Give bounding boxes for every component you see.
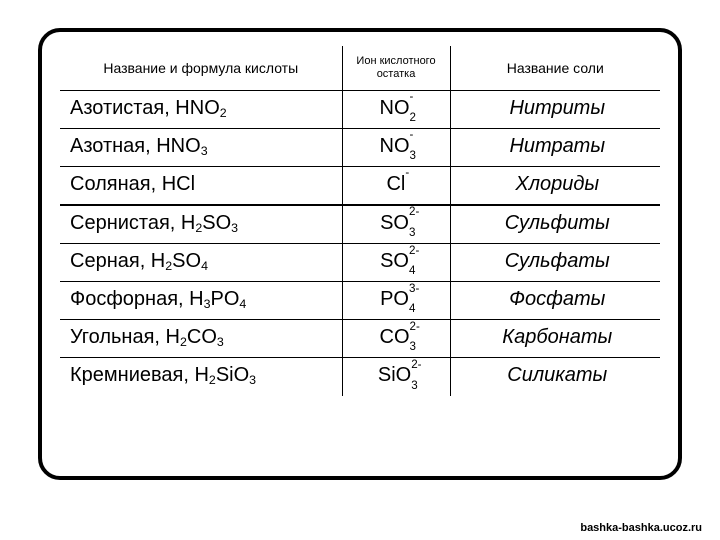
col-header-acid: Название и формула кислоты	[60, 46, 342, 90]
acid-cell: Фосфорная, H3PO4	[60, 281, 342, 319]
table-row: Соляная, HClCl--Хлориды	[60, 166, 660, 205]
table-row: Сернистая, H2SO3SO32-3Сульфиты	[60, 205, 660, 244]
ion-cell: SiO32-3	[342, 358, 450, 396]
col-header-salt: Название соли	[450, 46, 660, 90]
table-row: Серная, H2SO4SO42-4Сульфаты	[60, 243, 660, 281]
ion-cell: PO43-4	[342, 281, 450, 319]
acid-cell: Соляная, HCl	[60, 166, 342, 205]
ion-cell: SO32-3	[342, 205, 450, 244]
acid-cell: Угольная, H2CO3	[60, 320, 342, 358]
table-row: Азотистая, HNO2NO2-2Нитриты	[60, 90, 660, 128]
acid-cell: Сернистая, H2SO3	[60, 205, 342, 244]
header-row: Название и формула кислоты Ион кислотног…	[60, 46, 660, 90]
salt-cell: Фосфаты	[450, 281, 660, 319]
ion-cell: NO3-3	[342, 128, 450, 166]
ion-cell: NO2-2	[342, 90, 450, 128]
salt-cell: Сульфаты	[450, 243, 660, 281]
salt-cell: Сульфиты	[450, 205, 660, 244]
ion-cell: CO32-3	[342, 320, 450, 358]
salt-cell: Хлориды	[450, 166, 660, 205]
table-row: Фосфорная, H3PO4PO43-4Фосфаты	[60, 281, 660, 319]
ion-cell: Cl--	[342, 166, 450, 205]
table-frame: Название и формула кислоты Ион кислотног…	[38, 28, 682, 480]
col-header-ion: Ион кислотного остатка	[342, 46, 450, 90]
salt-cell: Силикаты	[450, 358, 660, 396]
table-row: Азотная, HNO3NO3-3Нитраты	[60, 128, 660, 166]
table-row: Кремниевая, H2SiO3SiO32-3Силикаты	[60, 358, 660, 396]
salt-cell: Нитриты	[450, 90, 660, 128]
acid-cell: Кремниевая, H2SiO3	[60, 358, 342, 396]
salt-cell: Карбонаты	[450, 320, 660, 358]
ion-cell: SO42-4	[342, 243, 450, 281]
acid-cell: Серная, H2SO4	[60, 243, 342, 281]
acid-cell: Азотистая, HNO2	[60, 90, 342, 128]
watermark: bashka-bashka.ucoz.ru	[580, 522, 702, 534]
acid-cell: Азотная, HNO3	[60, 128, 342, 166]
acid-salt-table: Название и формула кислоты Ион кислотног…	[60, 46, 660, 396]
table-row: Угольная, H2CO3CO32-3Карбонаты	[60, 320, 660, 358]
salt-cell: Нитраты	[450, 128, 660, 166]
